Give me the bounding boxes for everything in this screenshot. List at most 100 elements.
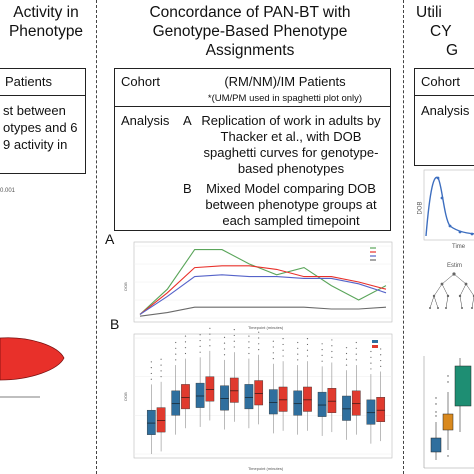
left-title-line: Phenotype: [8, 23, 84, 40]
outlier-point: [184, 335, 187, 337]
right-panel-title: Utili CY G: [416, 3, 474, 60]
plot-a-xlabel: Timepoint (minutes): [248, 325, 284, 330]
outlier-point: [370, 368, 372, 370]
analysis-label: Analysis: [121, 113, 170, 128]
outlier-point: [331, 345, 333, 347]
item-b-text: Mixed Model comparing DOB between phenot…: [195, 181, 387, 229]
outlier-point: [321, 354, 323, 356]
outlier-point: [380, 365, 382, 367]
outlier-point: [272, 358, 274, 360]
outlier-point: [233, 334, 235, 337]
box: [156, 407, 166, 433]
outlier-point: [272, 346, 274, 348]
right-title-line: Utili: [416, 4, 442, 21]
outlier-point: [209, 345, 211, 347]
outlier-point: [150, 378, 152, 380]
outlier-point: [184, 341, 187, 343]
outlier-point: [248, 347, 250, 349]
outlier-point: [150, 372, 152, 375]
box: [244, 384, 254, 410]
box: [293, 390, 303, 416]
left-analysis-line: otypes and 6: [3, 120, 78, 135]
outlier-point: [160, 376, 162, 378]
outlier-point: [272, 340, 274, 342]
outlier-point: [282, 355, 284, 357]
table-row-divider: [415, 95, 474, 96]
figure-label-b: B: [110, 316, 120, 332]
box: [195, 382, 205, 408]
outlier-point: [160, 370, 162, 372]
outlier-point: [306, 343, 309, 346]
outlier-point: [321, 343, 323, 345]
right-analysis-label: Analysis: [421, 103, 470, 118]
table-row-divider: [0, 95, 85, 96]
box: [205, 376, 215, 402]
outlier-point: [209, 339, 211, 341]
left-cohort-text: Patients: [5, 74, 52, 89]
outlier-point: [223, 336, 226, 338]
outlier-point: [258, 349, 260, 351]
right-cohort-label: Cohort: [421, 74, 461, 89]
item-b-line: between phenotype groups at: [205, 197, 377, 212]
outlier-point: [258, 331, 260, 333]
plot-b-ylabel: DOB: [122, 392, 128, 401]
item-b-letter: B: [183, 181, 192, 196]
figure-label-a: A: [105, 231, 115, 247]
cohort-note: *(UM/PM used in spaghetti plot only): [207, 93, 363, 104]
box: [366, 399, 376, 425]
outlier-point: [297, 341, 299, 344]
outlier-point: [175, 353, 177, 355]
item-a-line: Replication of work in adults by: [201, 113, 381, 128]
curve-xlabel: Time: [452, 244, 466, 250]
decision-tree: [429, 272, 474, 309]
left-title-line: Activity in: [13, 4, 79, 21]
series-line: [139, 265, 387, 315]
right-divider: [403, 0, 404, 474]
right-title-line: G: [446, 42, 459, 59]
cohort-value: (RM/NM)/IM Patients: [224, 74, 346, 89]
outlier-point: [306, 349, 309, 351]
outlier-point: [355, 353, 357, 355]
outlier-point: [272, 352, 274, 354]
outlier-point: [209, 333, 211, 335]
outlier-point: [150, 367, 152, 369]
left-panel-table: Patients st between otypes and 6 9 activ…: [0, 68, 86, 174]
plot-b-xlabel: Timepoint (minutes): [248, 466, 284, 471]
outlier-point: [306, 355, 309, 357]
outlier-point: [199, 334, 201, 336]
outlier-point: [331, 356, 333, 358]
outlier-point: [209, 327, 211, 329]
item-a-line: based phenotypes: [237, 161, 345, 176]
outlier-point: [248, 352, 250, 355]
outlier-point: [199, 345, 201, 347]
left-divider: [96, 0, 97, 474]
plot-a-ylabel: DOB: [122, 282, 128, 291]
outlier-point: [282, 349, 284, 351]
outlier-point: [331, 339, 333, 341]
box-teal: [454, 358, 472, 432]
outlier-point: [233, 340, 235, 342]
outlier-point: [175, 341, 177, 344]
outlier-point: [321, 360, 323, 362]
item-a-letter: A: [183, 113, 192, 128]
outlier-point: [331, 350, 333, 353]
item-b-line: Mixed Model comparing DOB: [206, 181, 376, 196]
box: [171, 390, 181, 416]
item-a-line: Thacker et al., with DOB: [220, 129, 362, 144]
curve-point: [448, 224, 452, 228]
outlier-point: [199, 339, 201, 342]
left-analysis-text: st between otypes and 6 9 activity in: [3, 102, 77, 153]
outlier-point: [345, 364, 348, 366]
outlier-point: [233, 346, 235, 348]
box: [376, 397, 386, 422]
left-panel-title: Activity in Phenotype: [6, 3, 86, 41]
outlier-point: [175, 347, 177, 349]
series-line: [139, 249, 387, 315]
middle-panel-table: Cohort (RM/NM)/IM Patients *(UM/PM used …: [114, 68, 391, 231]
item-a-line: spaghetti curves for genotype-: [203, 145, 379, 160]
curve-point: [440, 196, 444, 200]
series-line: [139, 306, 387, 317]
tree-label: Estim: [447, 263, 462, 269]
right-panel-table: Cohort Analysis: [414, 68, 474, 166]
outlier-point: [345, 352, 348, 355]
